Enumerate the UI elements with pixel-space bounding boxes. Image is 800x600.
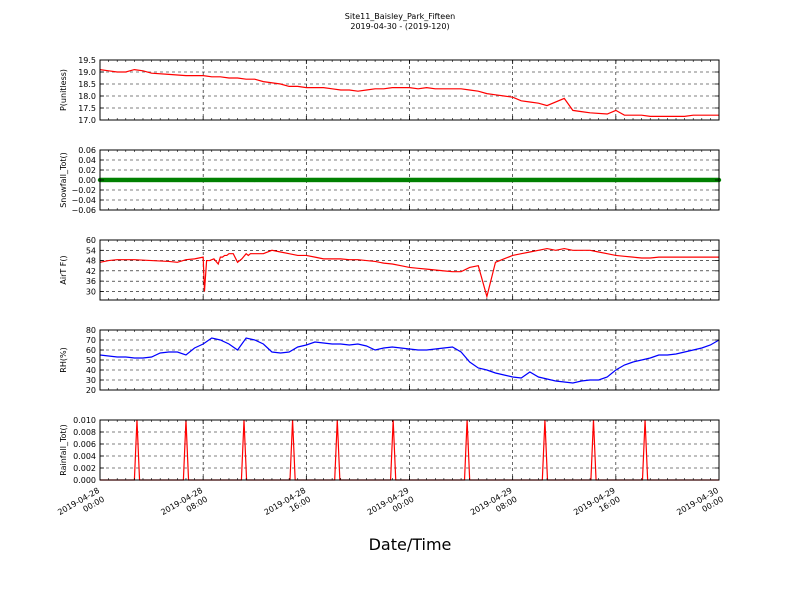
x-tick-label: 2019-04-2916:00 [572, 486, 622, 526]
y-tick-label: 70 [86, 336, 96, 345]
figure-title-line2: 2019-04-30 - (2019-120) [350, 22, 449, 31]
y-tick-label: 36 [86, 277, 96, 286]
y-tick-label: −0.06 [71, 206, 96, 215]
y-tick-label: 19.5 [78, 56, 96, 65]
y-tick-label: 54 [86, 246, 96, 255]
series-line [99, 337, 720, 384]
x-tick-label: 2019-04-2900:00 [366, 486, 416, 526]
y-axis-label: AirT F() [59, 255, 68, 284]
x-tick-label: 2019-04-2816:00 [263, 486, 313, 526]
y-tick-label: 60 [86, 346, 96, 355]
chart-panel-1: 17.0 17.5 18.0 18.5 19.0 19.5 P(unitless) [59, 56, 720, 125]
y-tick-label: 19.0 [78, 68, 96, 77]
y-axis-label: RH(%) [59, 347, 68, 372]
y-tick-label: 42 [86, 267, 96, 276]
y-tick-label: 40 [86, 366, 96, 375]
chart-panel-2: −0.06−0.04−0.020.000.020.040.06 Snowfall_… [59, 146, 722, 215]
y-tick-label: −0.02 [71, 186, 96, 195]
y-tick-label: 17.0 [78, 116, 96, 125]
y-tick-label: 30 [86, 287, 96, 296]
y-tick-label: 0.06 [78, 146, 96, 155]
y-tick-label: 0.010 [73, 416, 96, 425]
y-tick-label: 0.002 [73, 464, 96, 473]
chart-panel-5: 0.000 0.002 0.004 0.006 0.008 0.010 Rainfall_T… [59, 416, 720, 485]
y-tick-label: 0.04 [78, 156, 96, 165]
y-tick-label: 18.0 [78, 92, 96, 101]
y-tick-label: −0.04 [71, 196, 96, 205]
y-tick-label: 0.008 [73, 428, 96, 437]
y-tick-label: 20 [86, 386, 96, 395]
x-tick-label: 2019-04-3000:00 [675, 486, 725, 526]
y-tick-label: 0.004 [73, 452, 96, 461]
y-tick-label: 18.5 [78, 80, 96, 89]
y-axis-label: Snowfall_Tot() [59, 152, 68, 208]
y-axis-label: Rainfall_Tot() [59, 424, 68, 476]
x-tick-label: 2019-04-2800:00 [56, 486, 106, 526]
y-axis-label: P(unitless) [59, 69, 68, 111]
x-tick-label: 2019-04-2808:00 [159, 486, 209, 526]
y-tick-label: 30 [86, 376, 96, 385]
y-tick-label: 48 [86, 257, 96, 266]
y-tick-label: 17.5 [78, 104, 96, 113]
y-tick-label: 60 [86, 236, 96, 245]
y-tick-label: 80 [86, 326, 96, 335]
y-tick-label: 0.00 [78, 176, 96, 185]
y-tick-label: 0.02 [78, 166, 96, 175]
series-line [99, 68, 719, 118]
series-line [99, 247, 719, 299]
figure-title-line1: Site11_Baisley_Park_Fifteen [345, 12, 455, 21]
chart-panels: 17.0 17.5 18.0 18.5 19.0 19.5 P(unitless) −0.06… [59, 56, 722, 485]
x-tick-label: 2019-04-2908:00 [469, 486, 519, 526]
y-tick-label: 50 [86, 356, 96, 365]
x-axis-labels: 2019-04-2800:00 2019-04-2808:00 2019-04-28… [56, 486, 725, 526]
y-tick-label: 0.006 [73, 440, 96, 449]
y-tick-label: 0.000 [73, 476, 96, 485]
x-axis-label: Date/Time [369, 535, 452, 554]
